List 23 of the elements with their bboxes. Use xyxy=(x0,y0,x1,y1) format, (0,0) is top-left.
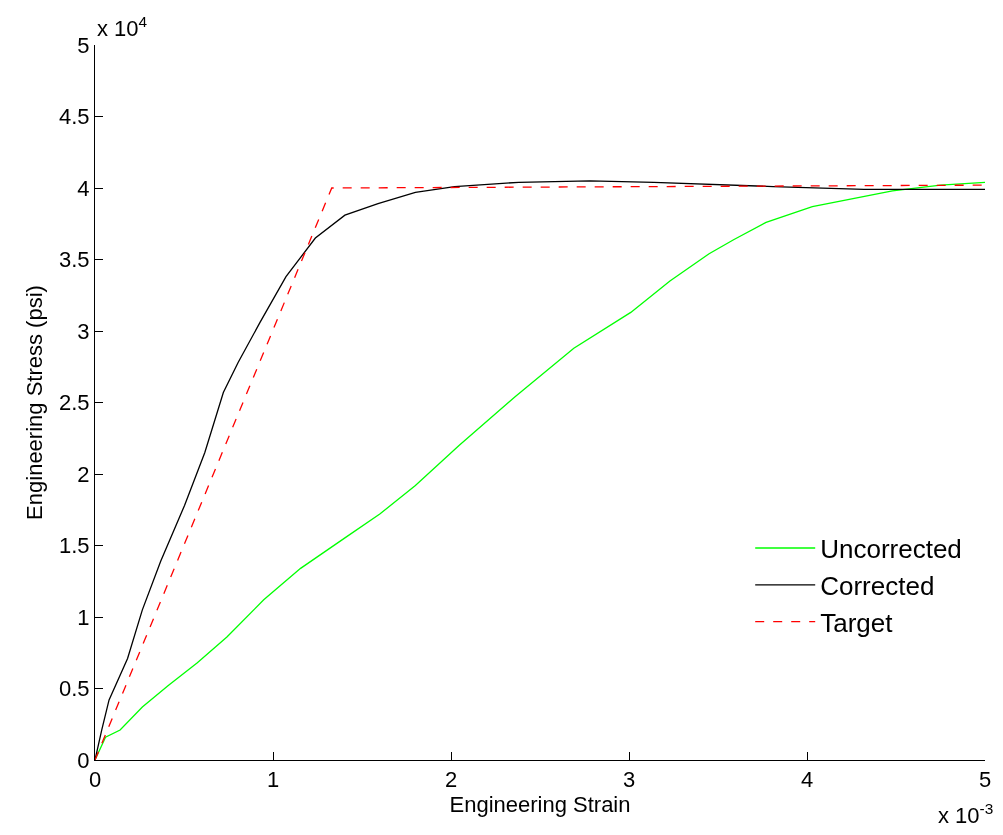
x-tick-label: 5 xyxy=(978,767,992,793)
y-tick-label: 4.5 xyxy=(59,104,90,130)
y-tick-label: 4 xyxy=(77,175,90,201)
y-tick-label: 0 xyxy=(77,747,90,773)
y-tick-label: 5 xyxy=(77,32,90,58)
x-tick-label: 2 xyxy=(444,767,458,793)
y-tick-label: 1.5 xyxy=(59,533,90,559)
y-tick-label: 2 xyxy=(77,461,90,487)
x-tick-label: 4 xyxy=(800,767,814,793)
y-axis-title: Engineering Stress (psi) xyxy=(21,285,47,520)
y-tick-label: 3 xyxy=(77,318,90,344)
y-tick-label: 2.5 xyxy=(59,390,90,416)
y-tick-label: 1 xyxy=(77,604,90,630)
legend-label: Target xyxy=(820,607,894,638)
x-tick-label: 1 xyxy=(266,767,280,793)
y-tick-label: 0.5 xyxy=(59,676,90,702)
text: x 10$^{4}$ xyxy=(97,13,148,42)
x-axis-title: Engineering Strain xyxy=(449,792,631,818)
y-tick-label: 3.5 xyxy=(59,247,90,273)
x-tick-label: 3 xyxy=(622,767,636,793)
legend-label: Uncorrected xyxy=(820,534,962,565)
text: x 10$^{-3}$ xyxy=(938,800,994,829)
legend-label: Corrected xyxy=(820,570,935,601)
